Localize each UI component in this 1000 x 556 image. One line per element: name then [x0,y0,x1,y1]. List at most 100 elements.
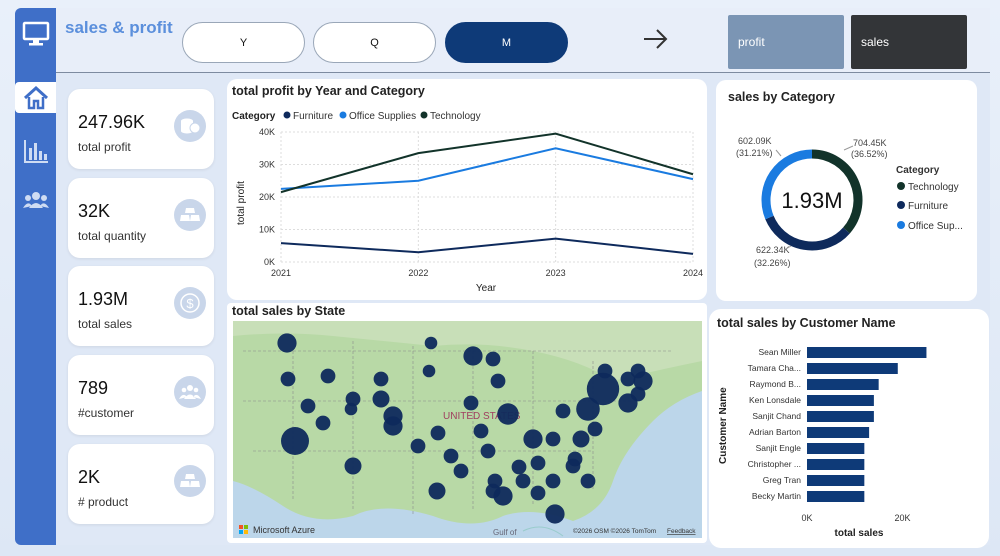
bar [807,347,927,358]
bar [807,443,865,454]
map-bubble [344,402,358,416]
sales-toggle-button[interactable]: sales [851,15,967,69]
home-icon[interactable] [15,82,56,113]
legend-dot-furniture [897,201,905,209]
donut-legend-title: Category [896,165,940,176]
map-bubble [565,458,581,474]
legend-label: Technology [908,182,959,193]
period-button-m[interactable]: M [445,22,568,63]
customer-sales-bar-chart: Customer Name total sales Sean Miller Tam… [718,347,927,539]
map-bubble [580,473,596,489]
sales-donut-chart: 1.93M 704.45K (36.52%) 622.34K (32.26%) … [736,136,963,268]
slice-value-label: 602.09K [738,136,772,146]
kpi-label: total quantity [78,229,147,243]
map-bubble [280,371,296,387]
map-bubble [300,398,316,414]
legend-label: Office Supplies [349,111,416,122]
profit-line-chart: Category Furniture Office Supplies Techn… [232,111,703,294]
y-tick-label: Adrian Barton [749,427,801,437]
map-bubble [373,371,389,387]
slice-pct-label: (36.52%) [851,149,888,159]
kpi-value: 2K [78,467,101,487]
map-water-label: Gulf of [493,528,517,537]
bar-chart-icon[interactable] [20,135,51,166]
legend-label: Technology [430,111,481,122]
bar [807,411,874,422]
kpi-card-total-profit: 247.96K total profit [68,89,214,169]
coins-icon [174,110,206,142]
legend-label: Furniture [908,201,948,212]
map-bubble [410,438,426,454]
map-bubble [545,431,561,447]
map-bubble [428,482,446,500]
kpi-label: # product [78,495,129,509]
line-chart-title: total profit by Year and Category [232,84,425,98]
map-bubble [515,473,531,489]
slice-value-label: 704.45K [853,138,887,148]
sales-map[interactable]: UNITED STATES Gulf of Microsoft Azure ©2… [233,321,702,538]
bar [807,459,865,470]
y-tick-label: 0K [264,257,275,267]
period-button-q[interactable]: Q [313,22,436,63]
slice-pct-label: (32.26%) [754,258,791,268]
kpi-value: 789 [78,378,109,398]
kpi-card-products: 2K # product [68,444,214,524]
profit-toggle-button[interactable]: profit [728,15,844,69]
sidebar [15,8,56,545]
monitor-icon[interactable] [20,18,51,49]
map-bubble [597,363,613,379]
map-bubble [480,443,496,459]
y-tick-label: 30K [259,160,275,170]
slice-pct-label: (31.21%) [736,148,773,158]
map-bubble [555,403,571,419]
map-bubble [424,336,438,350]
legend-dot-technology [897,182,905,190]
map-bubble [344,457,362,475]
donut-slice-furniture [765,215,850,251]
bar [807,491,865,502]
map-bubble [620,371,636,387]
x-tick-label: 20K [895,513,911,523]
kpi-value: 32K [78,201,111,221]
period-button-y[interactable]: Y [182,22,305,63]
map-bubble [576,397,600,421]
map-brand-label: Microsoft Azure [253,525,315,535]
y-tick-label: Sanjit Chand [752,411,801,421]
map-title: total sales by State [232,304,346,318]
map-bubble [511,459,527,475]
page-title: sales & profit [65,18,173,37]
map-bubble [430,425,446,441]
y-tick-label: Tamara Cha... [748,363,801,373]
bar [807,475,865,486]
kpi-card-total-quantity: 32K total quantity [68,178,214,258]
arrow-right-icon [643,26,669,57]
map-bubble [586,372,620,406]
kpi-label: total profit [78,140,131,154]
gold-bars-icon [174,199,206,231]
legend-title: Category [232,111,276,122]
kpi-label: #customer [78,406,135,420]
donut-center-value: 1.93M [781,188,842,213]
y-axis-label: total profit [236,181,247,225]
legend-label: Office Sup... [908,221,963,232]
y-tick-label: Christopher ... [748,459,801,469]
legend-dot-technology [420,111,428,119]
map-feedback-link[interactable]: Feedback [667,528,696,535]
profit-line-chart-card [227,79,707,300]
map-bubble [463,346,483,366]
x-tick-label: 2022 [408,268,428,278]
map-bubble [473,423,489,439]
map-bubble [281,427,309,455]
legend-dot-office-supplies [897,221,905,229]
y-tick-label: Becky Martin [752,491,801,501]
people-icon[interactable] [20,184,51,215]
y-tick-label: 10K [259,225,275,235]
kpi-label: total sales [78,317,133,331]
series-line-office-supplies [280,147,694,190]
map-bubble [490,373,506,389]
x-tick-label: 2023 [546,268,566,278]
people-icon [174,376,206,408]
map-bubble [485,483,501,499]
y-tick-label: Greg Tran [763,475,802,485]
map-bubble [587,421,603,437]
